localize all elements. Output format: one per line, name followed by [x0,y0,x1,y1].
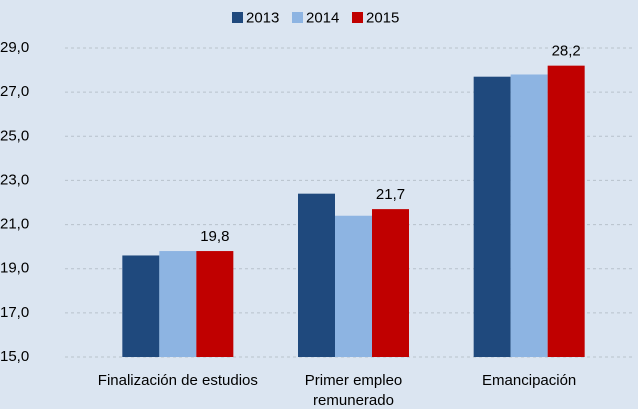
x-tick-label: Primer empleo remunerado [304,372,403,409]
legend-swatch [232,12,243,23]
x-tick-label: Emancipación [482,372,577,389]
legend-swatch [352,12,363,23]
y-tick-label: 29,0 [0,39,29,56]
bar [473,76,511,357]
legend-swatch [292,12,303,23]
y-tick-label: 15,0 [0,348,29,365]
y-tick-label: 17,0 [0,304,29,321]
bar [372,209,409,357]
data-label: 19,8 [200,228,229,245]
legend-label: 2013 [246,9,279,26]
x-tick-label: Finalización de estudios [97,372,258,389]
y-tick-label: 21,0 [0,216,29,233]
data-label: 21,7 [376,186,405,203]
y-tick-label: 27,0 [0,83,29,100]
bar [298,193,335,357]
y-tick-label: 19,0 [0,260,29,277]
bar [196,251,234,357]
bar [510,74,548,357]
legend-label: 2015 [366,9,399,26]
legend-label: 2014 [306,9,339,26]
bar [122,255,160,357]
bar [159,251,197,357]
data-label: 28,2 [552,43,581,60]
bar [547,65,585,358]
bar [335,215,372,357]
y-tick-label: 23,0 [0,171,29,188]
y-tick-label: 25,0 [0,127,29,144]
